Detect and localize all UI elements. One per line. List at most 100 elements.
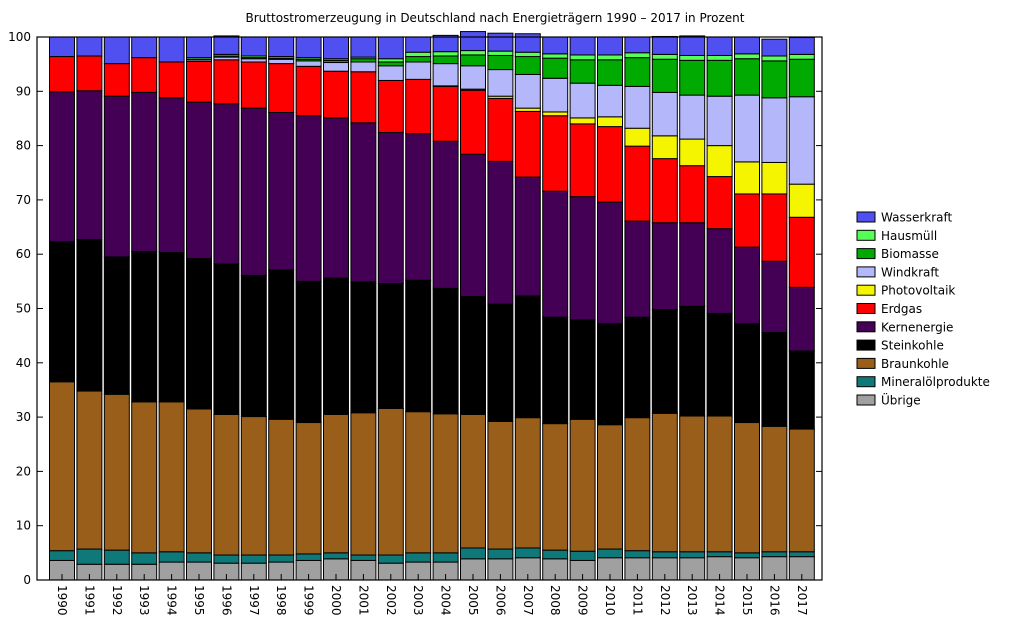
bar-segment [76,90,103,241]
y-tick-label: 10 [16,519,31,533]
bar-stack-1991 [76,36,103,581]
y-tick-label: 90 [16,84,31,98]
bar-segment [624,85,651,129]
bar-segment [350,36,377,58]
bar-segment [542,316,569,425]
bar-segment [460,54,486,67]
bar-segment [432,51,459,57]
bar-stack-1990 [49,36,75,581]
bar-segment [597,54,623,61]
legend-swatch [856,394,876,406]
bar-segment [268,269,295,420]
legend-item: Biomasse [856,247,939,261]
bar-segment [706,228,733,314]
bar-segment [76,239,103,392]
bar-segment [350,554,377,561]
bar-segment [597,126,623,203]
bar-segment [597,36,623,56]
bar-segment [597,323,623,426]
bar-segment [405,51,432,58]
bar-segment [405,78,432,135]
bar-segment [268,111,295,271]
bar-segment [734,161,760,195]
bar-stack-2011 [624,36,651,581]
bar-segment [679,551,706,559]
legend-item: Mineralölprodukte [856,375,990,389]
bar-segment [679,54,706,61]
bar-segment [487,32,514,52]
bar-segment [651,222,678,311]
bar-segment [706,551,733,558]
bar-segment [405,36,432,53]
bar-segment [240,107,267,276]
x-tick-label: 2007 [521,585,535,616]
bar-segment [350,71,377,124]
y-axis: 0 10 20 30 40 50 60 70 80 90 100 [8,30,822,587]
bar-segment [377,36,404,60]
x-tick-label: 1998 [274,585,288,616]
x-tick-label: 2010 [603,585,617,616]
bar-stack-2016 [761,38,788,581]
bar-segment [706,145,733,178]
y-tick-label: 100 [8,30,31,44]
bar-stack-2009 [569,36,596,581]
bar-segment [158,401,185,553]
bar-segment [761,425,788,553]
legend-swatch [856,376,876,388]
bar-segment [432,287,459,415]
bar-segment [624,316,651,419]
bar-segment [268,58,295,65]
bar-segment [788,286,815,352]
bar-segment [432,34,459,53]
bar-stack-1994 [158,36,185,581]
legend-label: Wasserkraft [881,211,953,225]
bar-segment [186,36,212,59]
bar-stack-2014 [706,36,733,581]
bar-stack-2001 [350,36,377,581]
bar-segment [651,58,678,93]
legend-item: Photovoltaik [856,284,955,298]
bar-segment [679,94,706,140]
bar-segment [706,312,733,417]
bar-segment [131,57,158,93]
x-tick-label: 1993 [137,585,151,616]
bar-segment [761,260,788,333]
bar-segment [624,417,651,552]
bar-segment [761,38,788,57]
bar-segment [186,408,212,554]
bar-segment [651,551,678,559]
bar-segment [405,279,432,413]
bar-segment [240,36,267,57]
bar-stack-2003 [405,36,432,581]
legend: Wasserkraft Hausmüll Biomasse Windkraft Phot… [856,211,990,408]
bar-segment [295,553,322,561]
bar-segment [131,91,158,252]
bar-segment [186,552,212,563]
bar-segment [350,412,377,556]
bar-segment [734,193,760,248]
x-tick-label: 1995 [192,585,206,616]
bar-segment [542,549,569,560]
bar-segment [734,323,760,424]
legend-item: Braunkohle [856,357,949,371]
bar-segment [158,36,185,63]
bar-segment [761,97,788,163]
bar-segment [350,281,377,414]
chart-title: Bruttostromerzeugung in Deutschland nach… [246,11,745,25]
bar-segment [460,296,486,415]
bar-segment [597,59,623,86]
x-tick-label: 2000 [329,585,343,616]
bar-stack-1999 [295,36,322,581]
bar-segment [679,415,706,553]
bar-segment [76,548,103,565]
bar-segment [788,58,815,98]
bar-segment [158,61,185,99]
bar-segment [186,258,212,410]
x-tick-label: 2015 [740,585,754,616]
bar-segment [323,117,349,279]
bar-segment [487,548,514,560]
bar-segment [651,309,678,414]
bar-segment [295,60,322,67]
bar-segment [679,35,706,56]
